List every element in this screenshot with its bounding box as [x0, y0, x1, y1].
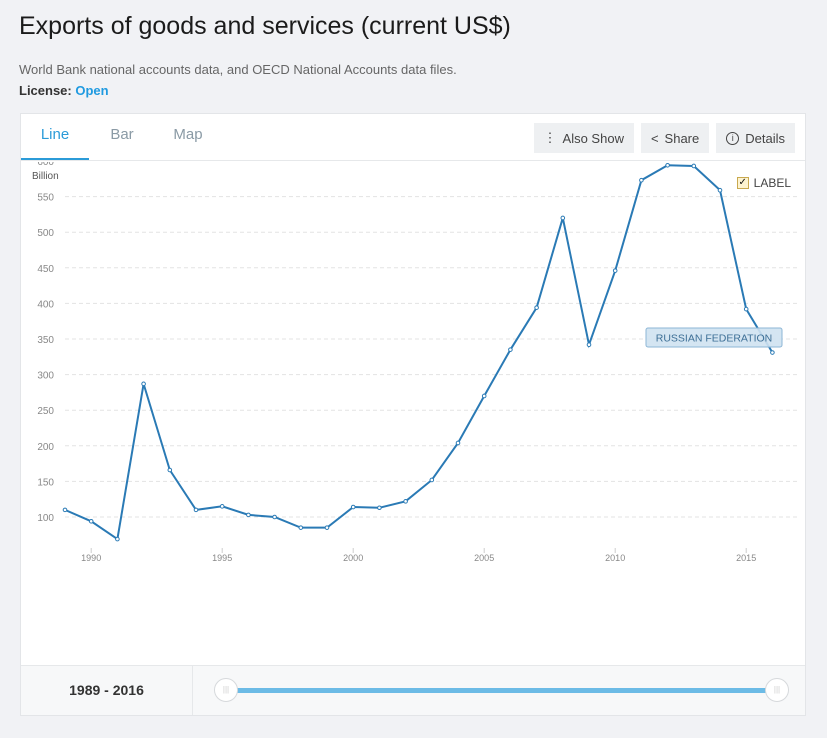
range-slider-start-handle[interactable]: ||| [214, 678, 238, 702]
y-tick-label: 450 [37, 264, 54, 275]
data-point [62, 507, 68, 513]
data-point [350, 504, 356, 510]
also-show-button[interactable]: ⋮ Also Show [533, 123, 634, 153]
series-line [64, 164, 774, 541]
data-point [717, 187, 723, 193]
info-icon: i [726, 131, 740, 145]
range-slider-end-handle[interactable]: ||| [765, 678, 789, 702]
label-toggle-text: LABEL [753, 176, 791, 190]
series-label: RUSSIAN FEDERATION [656, 333, 772, 345]
x-tick-label: 2015 [736, 553, 756, 563]
data-point [115, 536, 120, 542]
data-point [586, 342, 592, 347]
source-note: World Bank national accounts data, and O… [19, 62, 457, 77]
data-point [193, 507, 199, 513]
share-button[interactable]: < Share [640, 123, 710, 153]
y-tick-label: 100 [37, 513, 54, 524]
data-point [743, 306, 749, 312]
license: License: Open [19, 83, 109, 98]
data-point [88, 518, 94, 524]
data-point [272, 514, 277, 520]
page-title: Exports of goods and services (current U… [19, 12, 511, 40]
data-point [324, 525, 330, 530]
y-tick-label: 600 [37, 162, 54, 168]
data-point [560, 215, 566, 221]
share-label: Share [664, 130, 700, 146]
data-point [691, 163, 697, 169]
x-tick-label: 2010 [605, 553, 625, 563]
license-link[interactable]: Open [75, 83, 109, 98]
tab-bar[interactable]: Bar [110, 126, 134, 143]
license-label: License: [19, 83, 72, 98]
data-point [429, 477, 435, 483]
data-point [612, 268, 618, 273]
y-axis-unit: Billion [32, 171, 59, 182]
data-point [534, 305, 539, 310]
more-vertical-icon: ⋮ [543, 130, 557, 145]
y-tick-label: 400 [37, 299, 54, 310]
chart-card: Line Bar Map ⋮ Also Show < Share i Details … [20, 113, 806, 716]
x-tick-label: 2005 [474, 553, 494, 563]
x-tick-label: 2000 [343, 553, 363, 563]
y-tick-label: 150 [37, 477, 54, 488]
checkbox-checked-icon[interactable]: ✓ [736, 177, 749, 189]
tab-map[interactable]: Map [173, 126, 203, 143]
y-tick-label: 250 [37, 406, 54, 417]
data-point [377, 505, 382, 511]
tab-line[interactable]: Line [21, 114, 89, 161]
share-icon: < [650, 130, 659, 146]
year-range: 1989 - 2016 [21, 666, 193, 715]
series-label-box [645, 327, 783, 348]
data-point [246, 512, 251, 518]
data-point [141, 381, 146, 387]
data-point [665, 162, 670, 168]
x-tick-label: 1995 [212, 553, 232, 563]
range-footer: 1989 - 2016 ||| ||| [21, 665, 805, 715]
chart-tabs: Line Bar Map [21, 114, 221, 161]
data-point [455, 440, 461, 446]
data-point [639, 177, 644, 183]
details-label: Details [745, 130, 785, 146]
data-point [770, 350, 775, 355]
y-tick-label: 500 [37, 228, 54, 239]
data-point [219, 504, 225, 509]
y-tick-label: 350 [37, 335, 54, 346]
data-point [167, 467, 173, 473]
x-tick-label: 1990 [81, 553, 101, 563]
data-point [508, 347, 513, 352]
y-tick-label: 550 [37, 193, 54, 204]
y-tick-label: 200 [37, 442, 54, 453]
label-toggle[interactable]: ✓ LABEL [736, 176, 791, 190]
y-tick-label: 300 [37, 371, 54, 382]
data-point [481, 393, 487, 399]
data-point [298, 525, 304, 530]
range-slider-track[interactable] [226, 688, 782, 693]
also-show-label: Also Show [562, 130, 624, 146]
details-button[interactable]: i Details [716, 123, 795, 153]
data-point [403, 499, 408, 504]
line-chart: 100 150 200 250 300 350 400 450 500 550 600 1990 199… [37, 162, 797, 563]
divider [21, 160, 805, 161]
